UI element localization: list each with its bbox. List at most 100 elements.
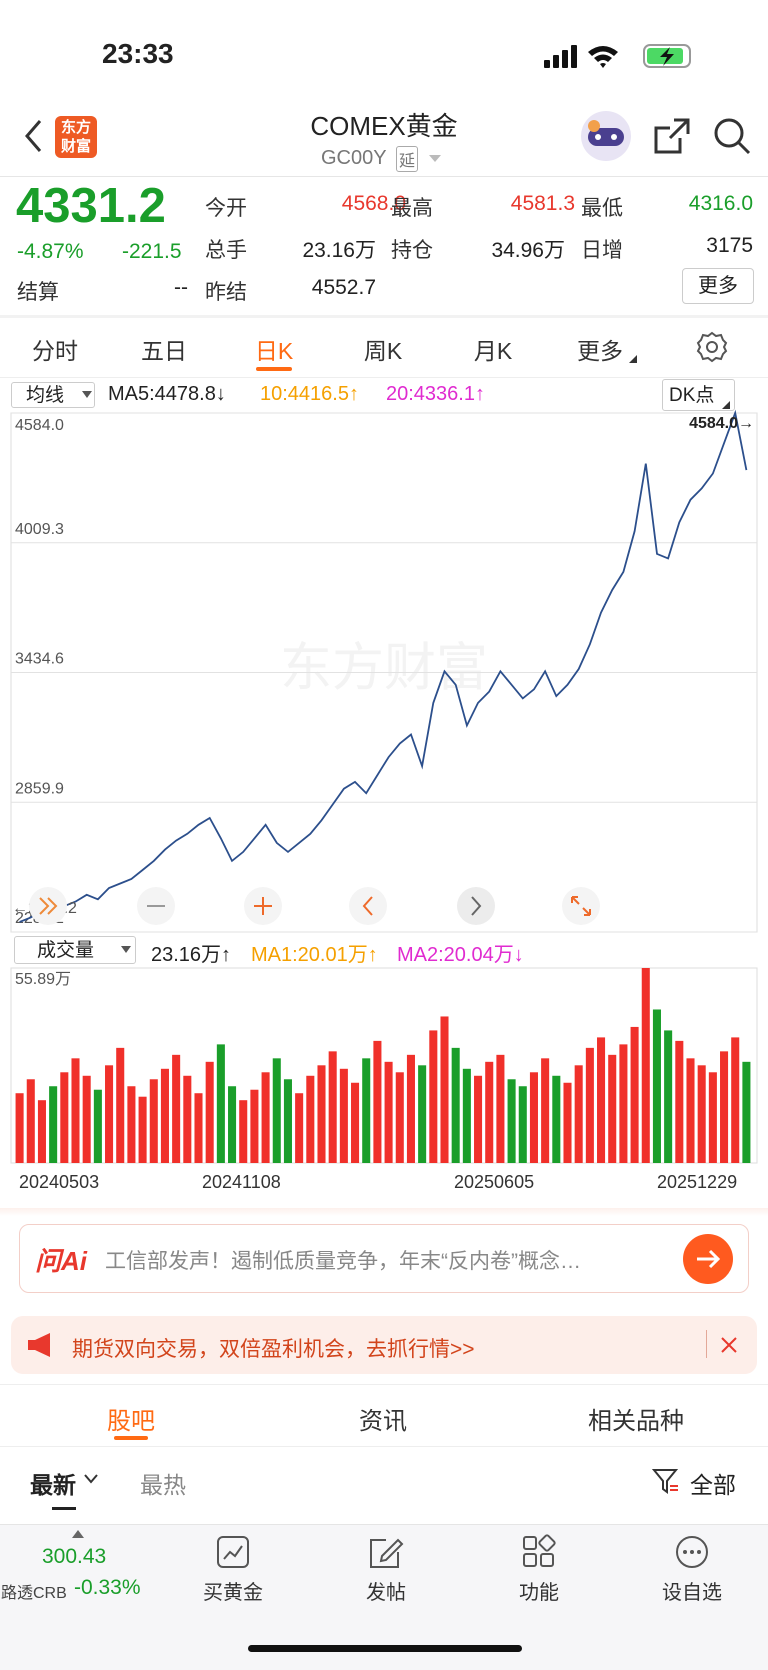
tab[interactable]: 周K <box>363 338 403 364</box>
volume-bar <box>261 1072 270 1163</box>
signal-bar <box>553 55 559 68</box>
signal-bar <box>562 50 568 68</box>
dropdown-arrow[interactable] <box>428 153 442 163</box>
back-button[interactable] <box>22 118 46 154</box>
divider <box>0 176 768 177</box>
price-line <box>19 409 748 923</box>
volume-bar <box>641 968 650 1163</box>
fullscreen[interactable] <box>562 887 600 925</box>
filter-underline <box>52 1507 76 1510</box>
vol-select[interactable]: 成交量 <box>14 936 136 964</box>
tab-active[interactable]: 日K <box>254 338 294 364</box>
volume-bar <box>474 1075 483 1163</box>
dk-button[interactable]: DK点 <box>662 379 735 411</box>
volume-bar <box>731 1037 740 1163</box>
ma10: 10:4416.5↑ <box>260 383 359 405</box>
post-icon[interactable] <box>368 1534 404 1570</box>
volume-bar <box>216 1044 225 1163</box>
last-price: 4331.2 <box>16 179 166 233</box>
volume-bar <box>37 1100 46 1163</box>
volume-bar <box>563 1082 572 1163</box>
field-value: 3175 <box>706 234 753 257</box>
high-marker: 4584.0→ <box>689 415 754 432</box>
divider <box>0 1446 768 1447</box>
settle-label: 结算 <box>17 281 59 304</box>
vol-current: 23.16万↑ <box>151 944 232 966</box>
dk-arrow <box>722 401 730 409</box>
tab[interactable]: 更多 <box>577 338 623 364</box>
section-tab-active[interactable]: 股吧 <box>107 1408 155 1435</box>
field-label: 总手 <box>205 239 247 262</box>
tab-underline <box>114 1436 148 1440</box>
search-button[interactable] <box>712 116 752 156</box>
ai-prompt: 工信部发声！遏制低质量竞争，年末“反内卷”概念… <box>105 1250 581 1273</box>
index-change[interactable]: -0.33% <box>74 1576 141 1599</box>
banner-close[interactable] <box>720 1336 738 1354</box>
volume-bar <box>720 1051 729 1163</box>
tab-underline <box>256 367 292 371</box>
logo[interactable]: 东方财富 <box>55 116 97 158</box>
volume-bar <box>250 1089 259 1163</box>
volume-bar <box>518 1086 527 1163</box>
x-tick-label: 20250605 <box>454 1172 534 1192</box>
y-tick-label: 4584.0 <box>15 417 64 434</box>
ma5: MA5:4478.8↓ <box>108 383 226 405</box>
tab[interactable]: 分时 <box>32 338 78 364</box>
volume-bar <box>429 1030 438 1163</box>
signal-bar <box>544 60 550 68</box>
volume-bar <box>194 1093 203 1163</box>
ai-box[interactable] <box>19 1224 749 1293</box>
field-label: 最低 <box>581 197 623 220</box>
field-value: 34.96万 <box>491 239 565 262</box>
nav-label[interactable]: 功能 <box>519 1582 559 1604</box>
pan-left-end[interactable] <box>29 887 67 925</box>
tab[interactable]: 月K <box>473 338 513 364</box>
promo-banner[interactable] <box>11 1316 757 1374</box>
volume-bar <box>652 1009 661 1163</box>
section-tab[interactable]: 资讯 <box>359 1408 407 1435</box>
watchlist-icon[interactable] <box>674 1534 710 1570</box>
ma-select[interactable]: 均线 <box>11 382 95 408</box>
nav-label[interactable]: 设自选 <box>662 1582 722 1604</box>
tab-more-arrow <box>629 355 637 363</box>
chevron <box>84 1474 98 1484</box>
zoom-in[interactable] <box>244 887 282 925</box>
settle-value: -- <box>174 276 188 299</box>
field-value: 4552.7 <box>311 276 376 299</box>
zoom-out[interactable] <box>137 887 175 925</box>
divider <box>0 377 768 378</box>
pan-left[interactable] <box>349 887 387 925</box>
tab[interactable]: 五日 <box>141 338 187 364</box>
volume-bar <box>451 1047 460 1163</box>
robot-icon[interactable] <box>578 110 634 162</box>
volume-bar <box>82 1075 91 1163</box>
volume-bar <box>574 1065 583 1163</box>
volume-bar <box>339 1068 348 1163</box>
filter-all[interactable]: 全部 <box>690 1472 736 1498</box>
ai-send[interactable] <box>682 1233 734 1285</box>
volume-bar <box>496 1054 505 1163</box>
field-label: 日增 <box>581 239 623 262</box>
nav-label[interactable]: 买黄金 <box>203 1582 263 1604</box>
volume-bar <box>708 1072 717 1163</box>
vol-ma2: MA2:20.04万↓ <box>397 944 524 966</box>
field-label: 最高 <box>391 197 433 220</box>
filter-latest[interactable]: 最新 <box>30 1472 76 1498</box>
volume-bar <box>395 1072 404 1163</box>
y-tick-label: 4009.3 <box>15 521 64 538</box>
section-tab[interactable]: 相关品种 <box>588 1408 684 1435</box>
settings-button[interactable] <box>696 331 728 363</box>
volume-bar <box>328 1051 337 1163</box>
index-name[interactable]: 路透CRB <box>1 1585 67 1602</box>
nav-label[interactable]: 发帖 <box>366 1582 406 1604</box>
function-icon[interactable] <box>521 1534 557 1570</box>
share-button[interactable] <box>652 116 692 156</box>
more-button[interactable]: 更多 <box>682 268 754 304</box>
charging-bolt <box>660 47 674 66</box>
volume-bar <box>183 1075 192 1163</box>
filter-hot[interactable]: 最热 <box>140 1472 186 1498</box>
buy-icon[interactable] <box>215 1534 251 1570</box>
index-value[interactable]: 300.43 <box>42 1545 107 1568</box>
volume-bar <box>362 1058 371 1163</box>
pan-right[interactable] <box>457 887 495 925</box>
